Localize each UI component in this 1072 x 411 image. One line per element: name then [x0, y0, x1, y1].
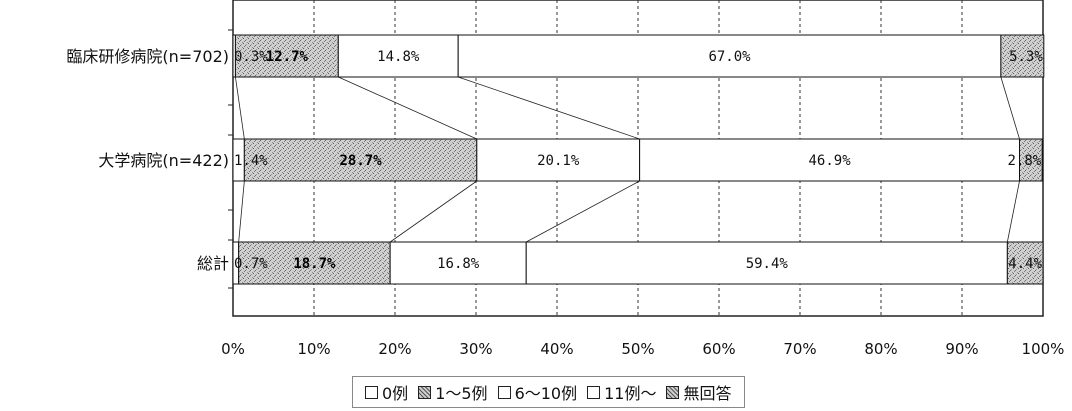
data-label: 20.1% — [537, 153, 580, 169]
category-labels: 臨床研修病院(n=702) 大学病院(n=422) 総計 — [66, 47, 229, 273]
legend: 0例 1～5例 6～10例 11例～ 無回答 — [352, 376, 745, 408]
legend-item: 11例～ — [587, 380, 656, 404]
data-label: 0.3% — [234, 49, 268, 65]
data-label: 5.3% — [1009, 49, 1043, 65]
series-line — [1000, 76, 1020, 140]
data-label: 14.8% — [377, 49, 420, 65]
bar-segment — [639, 138, 1021, 182]
category-label: 総計 — [197, 254, 229, 273]
legend-item: 0例 — [365, 380, 408, 404]
bar-segment — [337, 34, 459, 78]
series-line — [1006, 180, 1020, 243]
bar-segment — [476, 138, 641, 182]
data-label: 18.7% — [293, 256, 336, 272]
legend-item: 1～5例 — [418, 380, 488, 404]
legend-swatch — [497, 385, 511, 399]
x-tick-label: 60% — [702, 340, 735, 358]
legend-label: 11例～ — [604, 384, 657, 403]
category-label: 臨床研修病院(n=702) — [66, 47, 229, 66]
data-label: 4.4% — [1008, 256, 1042, 272]
bars: 0.3%12.7% 14.8% 67.0% 5.3% 1.4% 28.7% 20.1% 46.… — [232, 34, 1045, 285]
bar-segment — [1006, 241, 1044, 285]
data-label: 46.9% — [808, 153, 851, 169]
legend-item: 無回答 — [666, 380, 732, 404]
data-label: 28.7% — [339, 153, 382, 169]
x-tick-label: 30% — [459, 340, 492, 358]
series-line — [238, 180, 245, 243]
legend-label: 6～10例 — [514, 384, 578, 403]
x-tick-label: 50% — [621, 340, 654, 358]
series-lines — [235, 76, 1020, 243]
series-line — [458, 76, 640, 140]
x-tick-label: 40% — [540, 340, 573, 358]
bar-segment — [1019, 138, 1043, 182]
series-line — [338, 76, 477, 140]
data-label: 59.4% — [746, 256, 789, 272]
legend-label: 無回答 — [683, 384, 732, 403]
data-label: 16.8% — [437, 256, 480, 272]
legend-label: 0例 — [382, 384, 409, 403]
bar-segment — [457, 34, 1002, 78]
legend-swatch — [418, 385, 432, 399]
x-tick-labels: 0% 10% 20% 30% 40% 50% 60% 70% 80% 90% 100% — [221, 340, 1064, 358]
bar-segment — [243, 138, 478, 182]
x-tick-label: 0% — [221, 340, 245, 358]
bar-segment — [525, 241, 1008, 285]
x-tick-label: 20% — [378, 340, 411, 358]
data-label: 12.7% — [266, 49, 309, 65]
data-label: 1.4% — [234, 153, 268, 169]
x-tick-label: 80% — [864, 340, 897, 358]
x-tick-label: 10% — [297, 340, 330, 358]
data-label: 0.7% — [234, 256, 268, 272]
x-tick-label: 70% — [783, 340, 816, 358]
legend-swatch — [587, 385, 601, 399]
legend-swatch — [666, 385, 680, 399]
legend-label: 1～5例 — [435, 384, 488, 403]
x-tick-label: 90% — [945, 340, 978, 358]
bar-segment — [238, 241, 391, 285]
data-label: 67.0% — [708, 49, 751, 65]
legend-item: 6～10例 — [497, 380, 578, 404]
x-tick-label: 100% — [1022, 340, 1065, 358]
legend-swatch — [365, 385, 378, 399]
category-label: 大学病院(n=422) — [98, 151, 229, 170]
series-line — [526, 180, 640, 243]
data-label: 2.8% — [1007, 153, 1041, 169]
series-line — [235, 76, 245, 140]
bar-segment — [1000, 34, 1045, 78]
series-line — [389, 180, 478, 243]
chart: 0.3%12.7% 14.8% 67.0% 5.3% 1.4% 28.7% 20.1% 46.… — [66, 0, 1064, 358]
